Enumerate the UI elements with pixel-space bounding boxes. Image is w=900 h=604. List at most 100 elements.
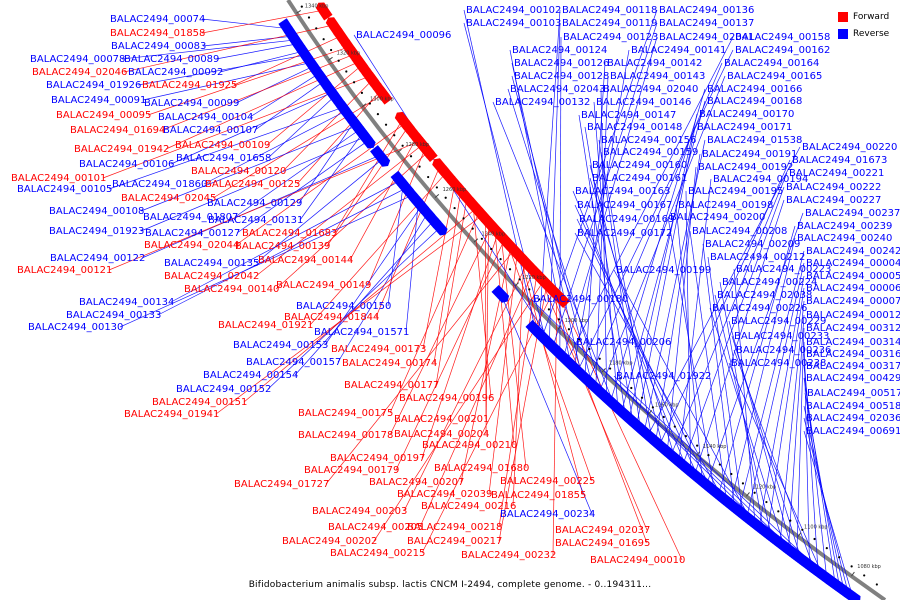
track-dot (352, 81, 356, 84)
track-dot (376, 113, 380, 116)
scale-tick-label: 1340 kbp (305, 4, 329, 10)
gene-label: BALAC2494_00203 (312, 506, 407, 517)
scale-tick (514, 282, 519, 287)
gene-label: BALAC2494_00148 (587, 122, 682, 133)
gene-label: BALAC2494_00175 (298, 408, 393, 419)
scale-tick-label: 1140 kbp (703, 444, 727, 450)
gene-label: BALAC2494_02040 (603, 84, 698, 95)
legend-forward-label: Forward (853, 11, 890, 22)
leader-line (803, 341, 810, 566)
gene-label: BALAC2494_00223 (736, 264, 831, 275)
gene-label: BALAC2494_00197 (330, 453, 425, 464)
track-dot (444, 196, 447, 199)
gene-label: BALAC2494_00208 (692, 226, 787, 237)
track-dot (471, 227, 474, 230)
gene-label: BALAC2494_00118 (562, 5, 657, 16)
gene-label: BALAC2494_00137 (659, 18, 754, 29)
gene-label: BALAC2494_00161 (592, 173, 687, 184)
gene-label: BALAC2494_00124 (512, 45, 607, 56)
gene-label: BALAC2494_00207 (369, 477, 464, 488)
leader-line (678, 178, 712, 462)
gene-label: BALAC2494_00120 (191, 166, 286, 177)
leader-line (733, 349, 815, 569)
gene-label: BALAC2494_00006 (806, 283, 900, 294)
gene-arrow (325, 86, 343, 105)
legend-reverse: Reverse (838, 25, 889, 42)
leader-line (733, 268, 756, 524)
track-dot (508, 268, 512, 271)
track-dot (777, 510, 780, 513)
track-dot (360, 91, 364, 94)
leader-line (212, 94, 384, 199)
gene-label: BALAC2494_00166 (707, 84, 802, 95)
gene-label: BALAC2494_00225 (500, 476, 595, 487)
gene-label: BALAC2494_01923 (49, 226, 144, 237)
gene-label: BALAC2494_02046 (32, 67, 127, 78)
track-dot (813, 537, 816, 541)
track-dot (630, 386, 633, 390)
track-dot (300, 5, 303, 8)
leader-line (298, 122, 355, 204)
leader-line (309, 172, 447, 326)
gene-label: BALAC2494_02044 (144, 240, 239, 251)
leader-line (709, 307, 785, 547)
track-dot (322, 38, 325, 41)
leader-line (215, 43, 298, 60)
gene-arrow (372, 148, 391, 167)
leader-line (667, 216, 715, 492)
scale-tick (601, 368, 606, 373)
gene-label: BALAC2494_00217 (407, 536, 502, 547)
track-dot (557, 318, 560, 321)
gene-label: BALAC2494_00131 (208, 215, 303, 226)
gene-label: BALAC2494_00179 (304, 465, 399, 476)
gene-label: BALAC2494_00221 (789, 168, 884, 179)
gene-label: BALAC2494_00238 (731, 358, 826, 369)
track-dot (480, 237, 483, 240)
leader-line (403, 263, 528, 512)
gene-arrow (375, 86, 393, 105)
leader-line (719, 281, 764, 531)
leader-line (738, 250, 805, 511)
leader-line (147, 46, 349, 116)
leader-line (296, 90, 381, 185)
track-dot (673, 425, 676, 428)
gene-label: BALAC2494_00172 (577, 228, 672, 239)
gene-label: BALAC2494_00163 (575, 186, 670, 197)
leader-line (170, 180, 401, 303)
track-dot (684, 435, 688, 438)
scale-tick (557, 325, 562, 330)
track-dot (765, 500, 768, 504)
gene-label: BALAC2494_00168 (707, 96, 802, 107)
leader-line (559, 297, 683, 561)
leader-line (435, 197, 468, 386)
track-dot (307, 16, 311, 19)
leader-line (395, 239, 505, 471)
track-dot (825, 547, 828, 550)
gene-label: BALAC2494_01807 (143, 212, 238, 223)
scale-tick-label: 1220 kbp (522, 275, 546, 281)
gene-label: BALAC2494_00234 (500, 509, 595, 520)
track-dot (567, 328, 571, 331)
scale-tick (296, 10, 302, 14)
gene-label: BALAC2494_00220 (802, 142, 897, 153)
leader-line (600, 151, 653, 439)
leader-line (123, 24, 334, 73)
leader-line (157, 187, 407, 316)
gene-label: BALAC2494_00227 (786, 195, 881, 206)
gene-label: BALAC2494_00206 (576, 337, 671, 348)
gene-label: BALAC2494_01844 (284, 312, 379, 323)
gene-label: BALAC2494_00212 (710, 252, 805, 263)
gene-label: BALAC2494_00316 (806, 349, 900, 360)
gene-label: BALAC2494_00518 (806, 401, 900, 412)
gene-label: BALAC2494_01860 (112, 179, 207, 190)
leader-line (492, 101, 615, 406)
leader-line (485, 218, 487, 420)
track-dot (640, 396, 644, 399)
track-dot (875, 583, 878, 586)
track-dot (315, 27, 318, 30)
gene-label: BALAC2494_00226 (712, 303, 807, 314)
track-dot (651, 406, 654, 409)
gene-label: BALAC2494_00174 (342, 358, 437, 369)
gene-label: BALAC2494_00196 (399, 393, 494, 404)
